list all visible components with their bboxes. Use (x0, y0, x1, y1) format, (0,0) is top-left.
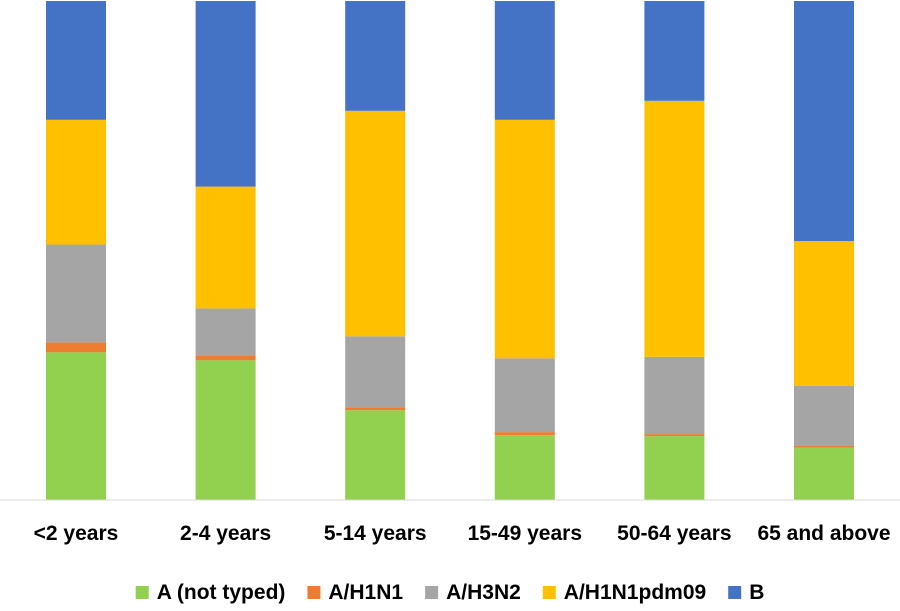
bar-segment-b-2-years (46, 1, 106, 120)
bar-segment-b-50-64-years (644, 1, 705, 101)
x-tick-label: 15-49 years (468, 522, 582, 545)
legend-swatch-a-h1n1 (307, 586, 321, 599)
bar-segment-a-h3n2-2-years (46, 244, 106, 343)
bar-segment-a-h1n1pdm09-50-64-years (644, 100, 705, 357)
bar-segment-a-h1n1-50-64-years (644, 434, 705, 437)
legend-swatch-a-h3n2 (425, 586, 439, 599)
legend-item-a-h1n1: A/H1N1 (307, 581, 403, 604)
bar-segment-b-15-49-years (494, 1, 555, 120)
x-tick-label: 5-14 years (324, 522, 427, 545)
x-tick-label: 65 and above (757, 522, 890, 545)
legend-label-a-h1n1: A/H1N1 (328, 581, 403, 604)
legend-swatch-a-h1n1pdm09 (542, 586, 556, 599)
bar-segment-a-h3n2-2-4-years (195, 308, 256, 356)
legend-label-a-h3n2: A/H3N2 (446, 581, 521, 604)
bar-segment-a-h1n1pdm09-65-and-above (794, 241, 854, 386)
legend-item-a-not-typed: A (not typed) (135, 581, 286, 604)
bar-segment-a-h1n1pdm09-15-49-years (494, 119, 555, 359)
x-tick-label: <2 years (34, 522, 119, 545)
x-axis-tick-labels: <2 years 2-4 years 5-14 years 15-49 years 50… (34, 522, 891, 545)
bar-segment-a-h1n1pdm09-5-14-years (345, 110, 406, 337)
x-tick-label: 2-4 years (180, 522, 271, 545)
legend-swatch-b (728, 586, 742, 599)
bar-segment-a-h1n1pdm09-2-years (46, 119, 106, 245)
bar-segment-a-not-typed-50-64-years (644, 436, 705, 500)
bar-segment-a-not-typed-65-and-above (794, 447, 854, 500)
bar-segment-a-h3n2-65-and-above (794, 385, 854, 446)
plot-area (46, 1, 854, 500)
x-tick-label: 50-64 years (617, 522, 731, 545)
legend-item-b: B (728, 581, 764, 604)
bar-segment-a-not-typed-15-49-years (494, 435, 555, 500)
legend-label-b: B (749, 581, 764, 604)
bar-segment-b-65-and-above (794, 1, 854, 241)
legend: A (not typed) A/H1N1 A/H3N2 A/H1N1pdm09 B (135, 581, 764, 604)
bar-segment-a-h1n1-65-and-above (794, 445, 854, 448)
legend-item-a-h1n1pdm09: A/H1N1pdm09 (542, 581, 706, 604)
bar-segment-a-h1n1-15-49-years (494, 432, 555, 436)
bar-segment-a-h3n2-15-49-years (494, 358, 555, 433)
legend-item-a-h3n2: A/H3N2 (425, 581, 521, 604)
bar-segment-a-not-typed-2-years (46, 352, 106, 500)
legend-label-a-h1n1pdm09: A/H1N1pdm09 (564, 581, 706, 604)
bar-segment-a-not-typed-2-4-years (195, 360, 256, 500)
legend-swatch-a-not-typed (135, 586, 149, 599)
bar-segment-a-h1n1-2-years (46, 342, 106, 353)
bar-segment-b-5-14-years (345, 1, 406, 111)
legend-label-a-not-typed: A (not typed) (157, 581, 286, 604)
bar-segment-a-h1n1-5-14-years (345, 407, 406, 411)
bar-segment-a-not-typed-5-14-years (345, 410, 406, 500)
bar-segment-a-h3n2-5-14-years (345, 336, 406, 408)
bar-segment-a-h3n2-50-64-years (644, 356, 705, 435)
bar-segment-a-h1n1pdm09-2-4-years (195, 186, 256, 309)
bar-segment-a-h1n1-2-4-years (195, 355, 256, 361)
bar-segment-b-2-4-years (195, 1, 256, 187)
